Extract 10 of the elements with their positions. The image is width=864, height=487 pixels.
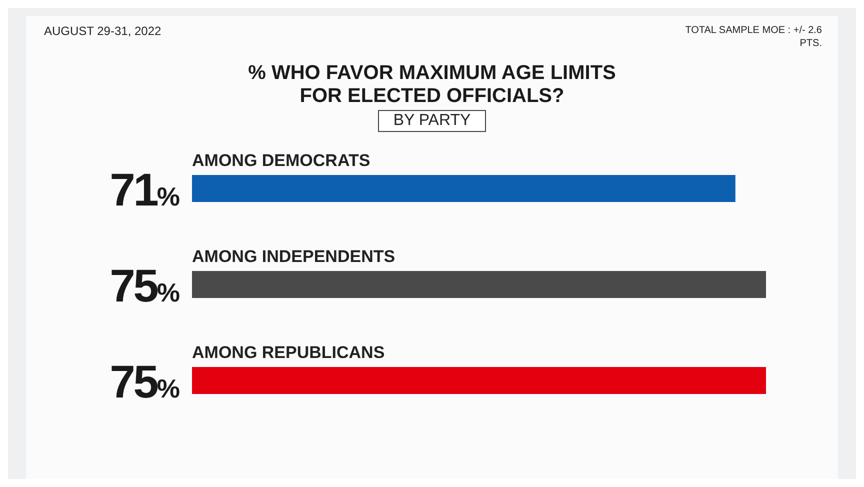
y-tick-label: AMONG DEMOCRATS	[192, 151, 370, 170]
data-label: 75%	[110, 260, 180, 312]
text: AUGUST 29-31, 2022	[44, 24, 162, 38]
chart-subtitle: BY PARTY	[378, 110, 486, 132]
data-label: 71%	[110, 164, 180, 216]
y-tick-label: AMONG REPUBLICANS	[192, 343, 385, 362]
y-tick-label: AMONG INDEPENDENTS	[192, 247, 396, 266]
data-label: 75%	[110, 356, 180, 408]
text: TOTAL SAMPLE MOE : +/- 2.6 PTS.	[684, 24, 822, 50]
chart-title: % WHO FAVOR MAXIMUM AGE LIMITS FOR ELECTED OFFICIALS?	[247, 62, 617, 108]
